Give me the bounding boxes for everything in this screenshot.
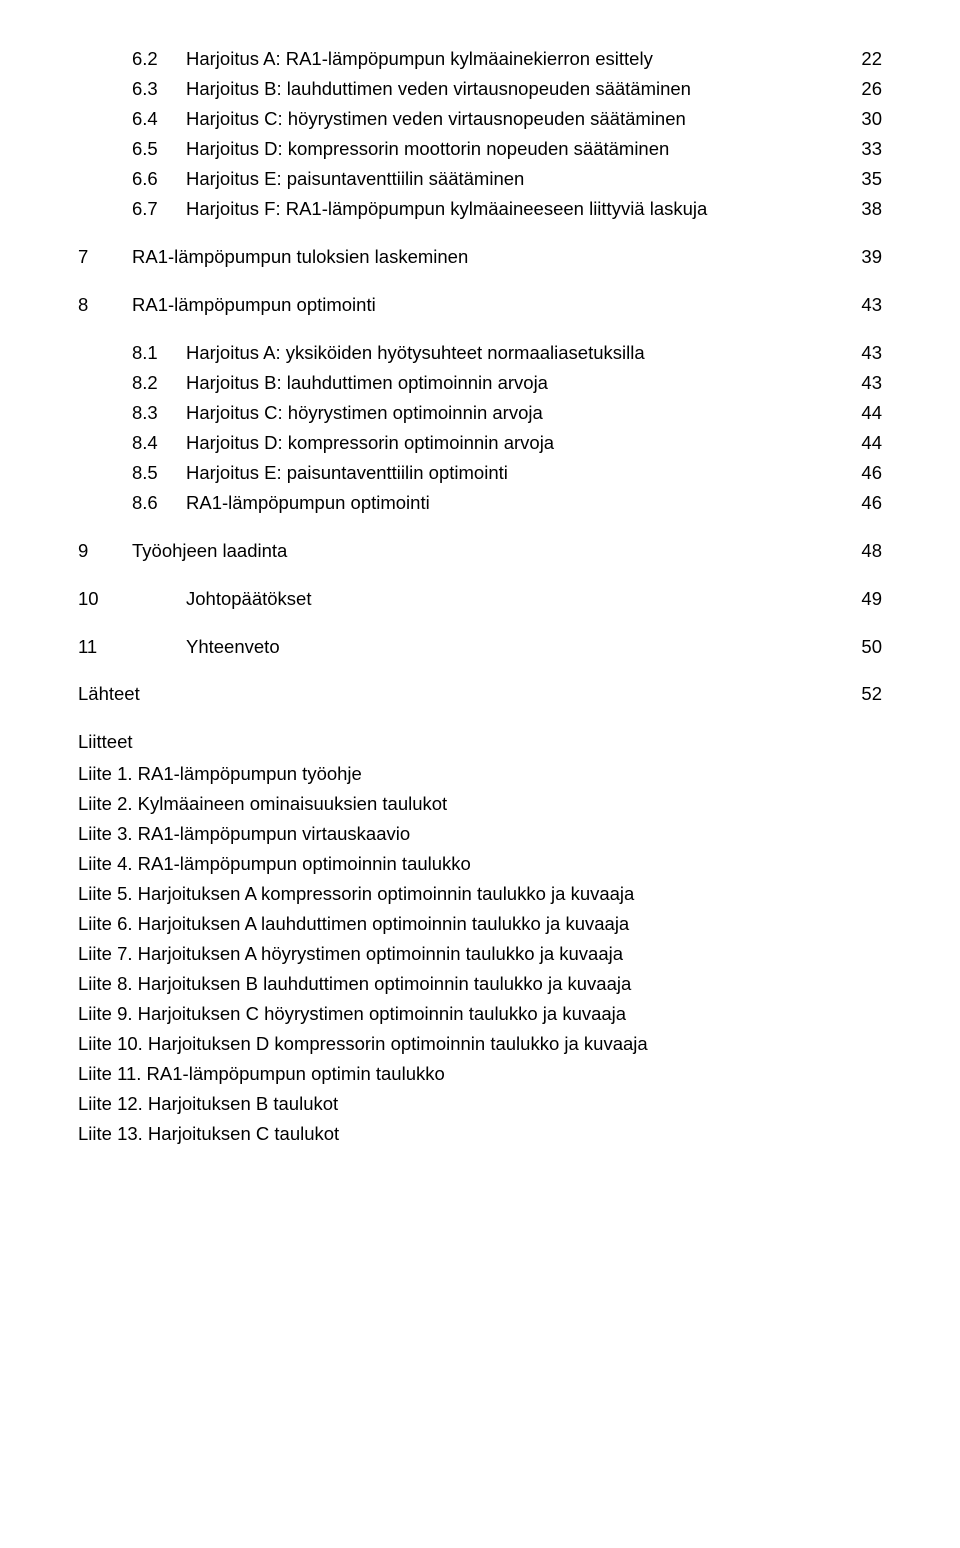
attachment-item: Liite 10. Harjoituksen D kompressorin op…	[78, 1029, 882, 1059]
toc-page: 46	[842, 458, 882, 488]
toc-page: 33	[842, 134, 882, 164]
toc-entry: 8.5Harjoitus E: paisuntaventtiilin optim…	[78, 458, 882, 488]
toc-title: Lähteet	[78, 679, 140, 709]
toc-title: Johtopäätökset	[186, 584, 311, 614]
toc-number: 8.2	[132, 368, 186, 398]
toc-number: 9	[78, 536, 132, 566]
attachments-list: Liite 1. RA1-lämpöpumpun työohje Liite 2…	[78, 759, 882, 1149]
toc-page: 39	[842, 242, 882, 272]
attachment-item: Liite 6. Harjoituksen A lauhduttimen opt…	[78, 909, 882, 939]
toc-title: RA1-lämpöpumpun optimointi	[186, 488, 430, 518]
toc-entry: 8.3Harjoitus C: höyrystimen optimoinnin …	[78, 398, 882, 428]
attachment-item: Liite 5. Harjoituksen A kompressorin opt…	[78, 879, 882, 909]
toc-title: Harjoitus A: yksiköiden hyötysuhteet nor…	[186, 338, 645, 368]
toc-entry: 8.2Harjoitus B: lauhduttimen optimoinnin…	[78, 368, 882, 398]
toc-number: 6.4	[132, 104, 186, 134]
toc-entry: 6.5Harjoitus D: kompressorin moottorin n…	[78, 134, 882, 164]
toc-entry: 8.6RA1-lämpöpumpun optimointi 46	[78, 488, 882, 518]
toc-number: 6.2	[132, 44, 186, 74]
toc-title: RA1-lämpöpumpun tuloksien laskeminen	[132, 242, 468, 272]
toc-number: 8.1	[132, 338, 186, 368]
toc-subsection-6: 6.2Harjoitus A: RA1-lämpöpumpun kylmäain…	[78, 44, 882, 224]
toc-entry: 8.1Harjoitus A: yksiköiden hyötysuhteet …	[78, 338, 882, 368]
attachment-item: Liite 12. Harjoituksen B taulukot	[78, 1089, 882, 1119]
toc-title: Työohjeen laadinta	[132, 536, 287, 566]
toc-number: 11	[78, 632, 186, 662]
toc-page: 44	[842, 398, 882, 428]
toc-page: 43	[842, 290, 882, 320]
toc-entry: 6.6Harjoitus E: paisuntaventtiilin säätä…	[78, 164, 882, 194]
toc-page: 43	[842, 338, 882, 368]
toc-entry-section-9: 9Työohjeen laadinta 48	[78, 536, 882, 566]
attachment-item: Liite 11. RA1-lämpöpumpun optimin tauluk…	[78, 1059, 882, 1089]
toc-entry: 8.4Harjoitus D: kompressorin optimoinnin…	[78, 428, 882, 458]
toc-page: 49	[842, 584, 882, 614]
toc-page: 38	[842, 194, 882, 224]
toc-page: 43	[842, 368, 882, 398]
toc-title: Harjoitus E: paisuntaventtiilin säätämin…	[186, 164, 524, 194]
toc-subsection-8: 8.1Harjoitus A: yksiköiden hyötysuhteet …	[78, 338, 882, 518]
toc-number: 6.5	[132, 134, 186, 164]
toc-entry: 6.2Harjoitus A: RA1-lämpöpumpun kylmäain…	[78, 44, 882, 74]
attachments-heading: Liitteet	[78, 727, 882, 757]
toc-number: 8.4	[132, 428, 186, 458]
toc-title: Harjoitus F: RA1-lämpöpumpun kylmäainees…	[186, 194, 707, 224]
toc-title: Harjoitus C: höyrystimen optimoinnin arv…	[186, 398, 543, 428]
attachment-item: Liite 9. Harjoituksen C höyrystimen opti…	[78, 999, 882, 1029]
attachment-item: Liite 13. Harjoituksen C taulukot	[78, 1119, 882, 1149]
attachment-item: Liite 3. RA1-lämpöpumpun virtauskaavio	[78, 819, 882, 849]
toc-page: 22	[842, 44, 882, 74]
toc-number: 8.5	[132, 458, 186, 488]
toc-entry-references: Lähteet 52	[78, 679, 882, 709]
toc-number: 6.3	[132, 74, 186, 104]
attachment-item: Liite 1. RA1-lämpöpumpun työohje	[78, 759, 882, 789]
toc-page: 46	[842, 488, 882, 518]
attachment-item: Liite 7. Harjoituksen A höyrystimen opti…	[78, 939, 882, 969]
toc-number: 8.6	[132, 488, 186, 518]
toc-number: 10	[78, 584, 186, 614]
toc-title: Harjoitus B: lauhduttimen veden virtausn…	[186, 74, 691, 104]
toc-title: Harjoitus D: kompressorin optimoinnin ar…	[186, 428, 554, 458]
toc-title: RA1-lämpöpumpun optimointi	[132, 290, 376, 320]
toc-page: 44	[842, 428, 882, 458]
toc-page: 50	[842, 632, 882, 662]
toc-number: 8	[78, 290, 132, 320]
toc-title: Harjoitus C: höyrystimen veden virtausno…	[186, 104, 686, 134]
attachment-item: Liite 4. RA1-lämpöpumpun optimoinnin tau…	[78, 849, 882, 879]
toc-entry-section-8: 8RA1-lämpöpumpun optimointi 43	[78, 290, 882, 320]
toc-page: 48	[842, 536, 882, 566]
toc-page: 52	[842, 679, 882, 709]
toc-entry-section-7: 7RA1-lämpöpumpun tuloksien laskeminen 39	[78, 242, 882, 272]
toc-number: 8.3	[132, 398, 186, 428]
toc-page: 35	[842, 164, 882, 194]
toc-page: 26	[842, 74, 882, 104]
toc-entry: 6.7Harjoitus F: RA1-lämpöpumpun kylmäain…	[78, 194, 882, 224]
toc-entry: 6.3Harjoitus B: lauhduttimen veden virta…	[78, 74, 882, 104]
attachment-item: Liite 2. Kylmäaineen ominaisuuksien taul…	[78, 789, 882, 819]
toc-title: Yhteenveto	[186, 632, 280, 662]
toc-entry-section-11: 11Yhteenveto 50	[78, 632, 882, 662]
toc-title: Harjoitus A: RA1-lämpöpumpun kylmäaineki…	[186, 44, 653, 74]
toc-number: 7	[78, 242, 132, 272]
toc-entry-section-10: 10Johtopäätökset 49	[78, 584, 882, 614]
attachment-item: Liite 8. Harjoituksen B lauhduttimen opt…	[78, 969, 882, 999]
toc-title: Harjoitus E: paisuntaventtiilin optimoin…	[186, 458, 508, 488]
toc-number: 6.6	[132, 164, 186, 194]
toc-title: Harjoitus B: lauhduttimen optimoinnin ar…	[186, 368, 548, 398]
toc-title: Harjoitus D: kompressorin moottorin nope…	[186, 134, 669, 164]
toc-entry: 6.4Harjoitus C: höyrystimen veden virtau…	[78, 104, 882, 134]
toc-number: 6.7	[132, 194, 186, 224]
toc-page: 30	[842, 104, 882, 134]
